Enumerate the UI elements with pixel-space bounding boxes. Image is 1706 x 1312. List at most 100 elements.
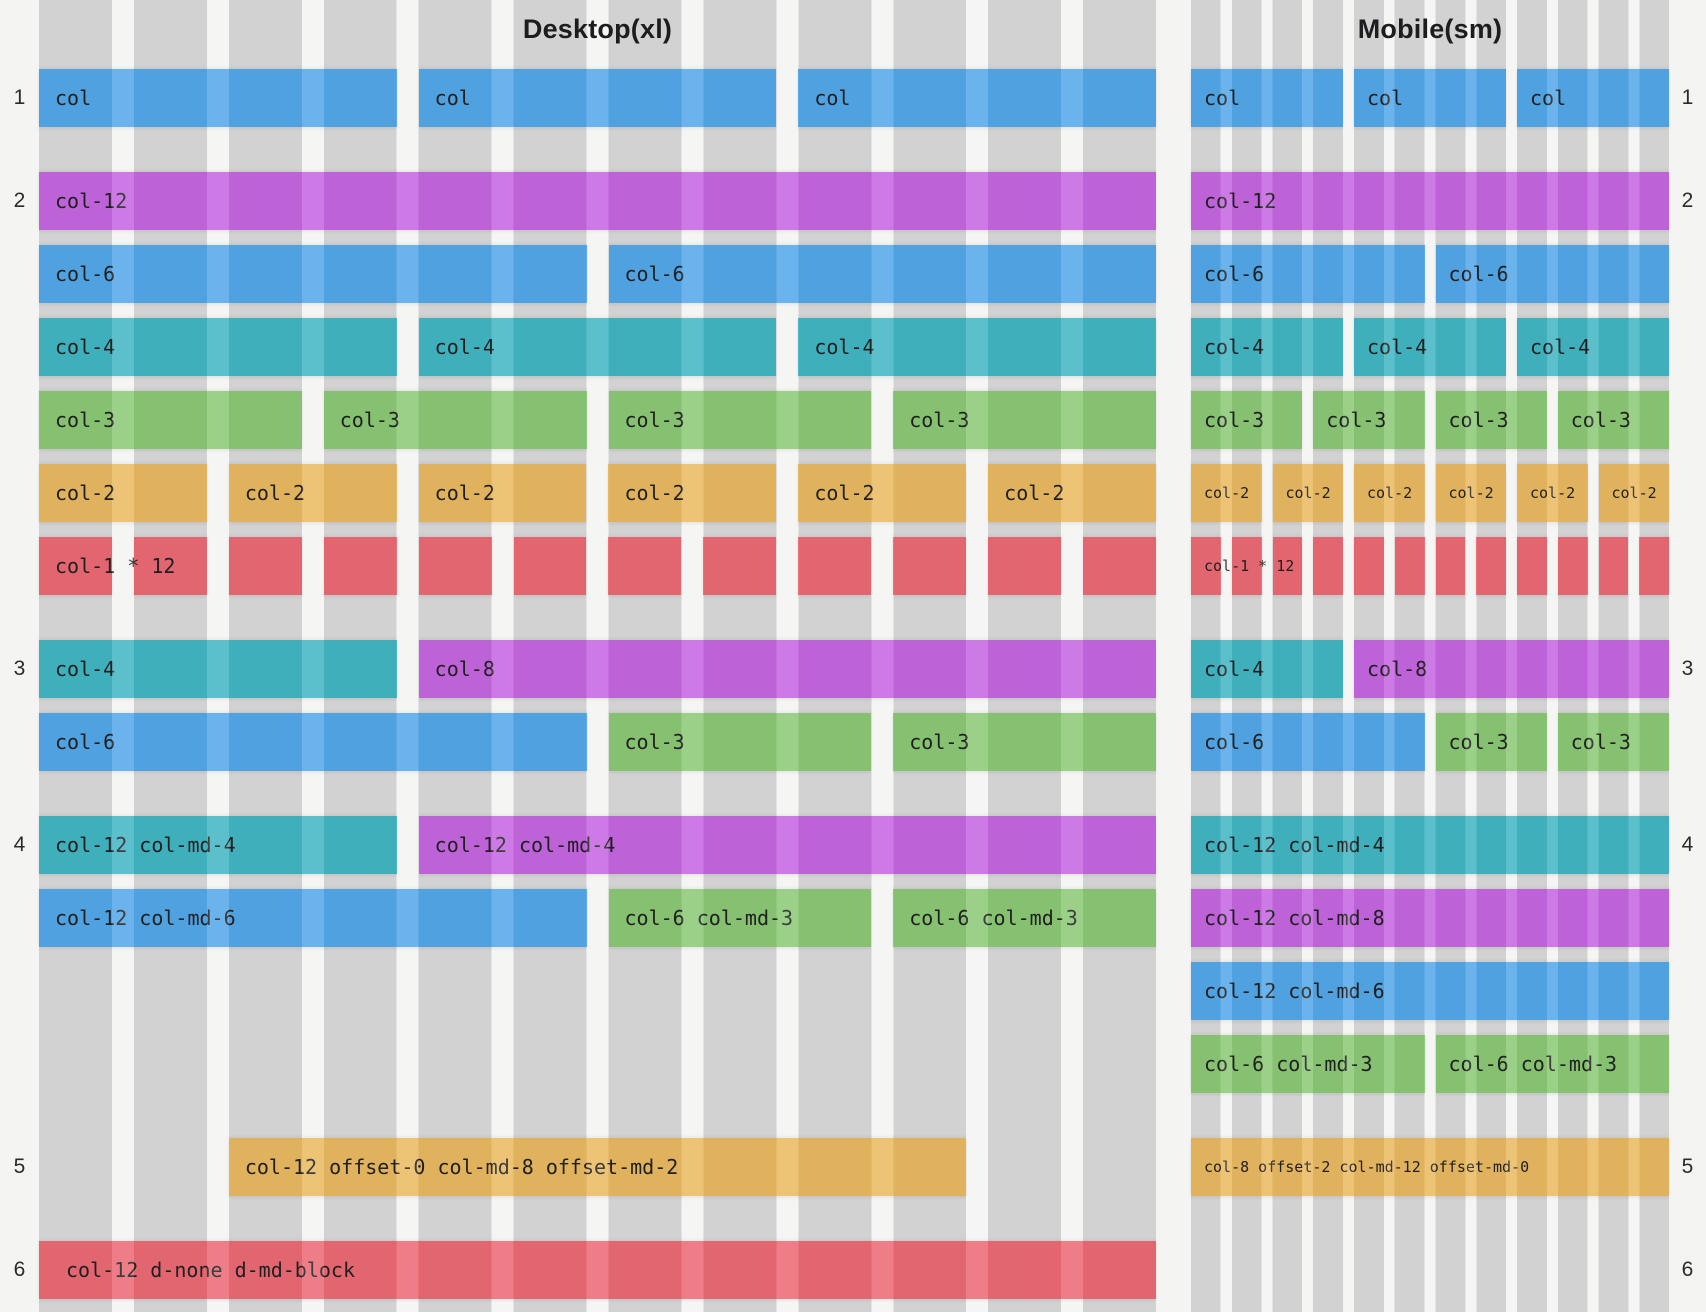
col-bar: col-12 col-md-8 <box>1191 889 1669 947</box>
col-bar-label: col-8 offset-2 col-md-12 offset-md-0 <box>1204 1157 1530 1176</box>
col-bar-label: col-12 <box>55 189 128 213</box>
row-numbers-right-rail: 1 2 3 4 5 6 <box>1669 0 1706 1312</box>
col-bar-label: col-12 <box>1204 189 1277 213</box>
col-bar-label: col-3 <box>909 730 970 754</box>
col-bar <box>1354 537 1384 595</box>
col-bar <box>1598 537 1629 595</box>
col-bar: col-4 <box>418 318 777 376</box>
col-bar: col-12 <box>1191 172 1669 230</box>
grid-row: col-3 col-3 col-3 col-3 <box>39 391 1156 449</box>
col-bar-label: col-12 col-md-4 <box>434 833 616 857</box>
grid-row: col-12 col-md-8 <box>1191 889 1669 947</box>
col-bar: col-2 <box>228 464 397 522</box>
col-bar <box>1272 537 1303 595</box>
col-bar-label: col <box>1204 86 1241 110</box>
col-bar: col-12 <box>39 172 1156 230</box>
col-bar <box>513 537 587 595</box>
col-bar: col <box>1191 69 1343 127</box>
col-bar <box>1557 537 1588 595</box>
grid-row: col-6 col-6 <box>39 245 1156 303</box>
col-bar-label: col-3 <box>1570 408 1631 432</box>
col-bar-label: col-1 * 12 <box>55 554 176 578</box>
grid-row: col-3 col-3 col-3 col-3 <box>1191 391 1669 449</box>
col-bar-label: col-4 <box>1367 335 1428 359</box>
col-bar-label: col-2 <box>1204 483 1250 502</box>
grid-row: col-12 col-md-6 <box>1191 962 1669 1020</box>
col-bar-label: col-2 <box>1367 483 1413 502</box>
col-bar-label: col-2 <box>1285 483 1331 502</box>
col-bar-label: col-6 col-md-3 <box>1448 1052 1618 1076</box>
col-bar <box>1313 537 1343 595</box>
grid-row: col-12 offset-0 col-md-8 offset-md-2 <box>39 1138 1156 1196</box>
col-bar: col-6 col-md-3 <box>893 889 1156 947</box>
col-bar: col-1 * 12 <box>39 537 175 595</box>
desktop-panel: Desktop(xl) col col col col-12 col-6 col-6 col… <box>39 0 1156 1312</box>
col-bar <box>1394 537 1425 595</box>
col-bar: col-12 col-md-6 <box>39 889 587 947</box>
grid-row: col-1 * 12 <box>1191 537 1669 595</box>
col-bar-label: col-3 <box>55 408 116 432</box>
col-bar <box>608 537 682 595</box>
col-bar-label: col-4 <box>1204 335 1265 359</box>
col-bar-label: col-2 <box>244 481 306 505</box>
col-bar-label: col-6 <box>1204 262 1265 286</box>
col-bar: col-12 d-none d-md-block <box>39 1241 1156 1299</box>
col-bar-label: col-6 col-md-3 <box>1204 1052 1373 1076</box>
col-bar <box>988 537 1062 595</box>
col-bar: col-2 <box>1191 464 1262 522</box>
col-bar-label: col-3 <box>1326 408 1387 432</box>
col-bar: col-12 col-md-4 <box>418 816 1156 874</box>
col-bar-label: col-4 <box>55 335 116 359</box>
grid-row: col-6 col-6 <box>1191 245 1669 303</box>
grid-row: col-1 * 12 <box>39 537 1156 595</box>
col-bar-label: col-2 <box>1448 483 1494 502</box>
grid-row: col-12 <box>39 172 1156 230</box>
col-bar: col-3 <box>1313 391 1425 449</box>
col-bar-label: col-12 col-md-6 <box>55 906 236 930</box>
col-bar: col-8 offset-2 col-md-12 offset-md-0 <box>1191 1138 1669 1196</box>
col-bar-label: col-6 <box>55 262 116 286</box>
col-bar-label: col-12 col-md-4 <box>1204 833 1385 857</box>
col-bar: col-12 col-md-6 <box>1191 962 1669 1020</box>
col-bar: col-3 <box>1191 391 1303 449</box>
col-bar-label: col-12 offset-0 col-md-8 offset-md-2 <box>244 1155 679 1179</box>
col-bar: col-3 <box>1557 713 1669 771</box>
desktop-grid-rows: col col col col-12 col-6 col-6 col-4 col-4 col-4… <box>39 0 1156 1312</box>
col-bar: col-3 <box>893 713 1156 771</box>
col-bar-label: col-12 d-none d-md-block <box>66 1258 355 1282</box>
col-bar-label: col <box>814 86 851 110</box>
col-bar-label: col-2 <box>624 481 685 505</box>
col-bar: col-2 <box>1517 464 1588 522</box>
col-bar: col-2 <box>1272 464 1343 522</box>
grid-row: col-12 d-none d-md-block <box>39 1241 1156 1299</box>
col-bar-label: col-6 col-md-3 <box>624 906 794 930</box>
col-bar: col-2 <box>988 464 1156 522</box>
col-bar-label: col-2 <box>1611 483 1657 502</box>
col-bar <box>228 537 302 595</box>
col-bar-label: col-6 <box>1448 262 1509 286</box>
col-bar <box>1231 537 1262 595</box>
col-bar-label: col-1 * 12 <box>1204 556 1295 575</box>
col-bar-label: col-12 col-md-4 <box>55 833 236 857</box>
col-bar-label: col-12 col-md-6 <box>1204 979 1385 1003</box>
row-number: 2 <box>1681 189 1694 212</box>
col-bar: col <box>39 69 397 127</box>
col-bar <box>1639 537 1669 595</box>
col-bar: col-4 <box>1354 318 1506 376</box>
col-bar: col-4 <box>1517 318 1669 376</box>
grid-row: col-12 col-md-4 col-12 col-md-4 <box>39 816 1156 874</box>
col-bar: col <box>798 69 1156 127</box>
grid-row: col-4 col-8 <box>39 640 1156 698</box>
col-bar <box>133 537 207 595</box>
grid-row: col-12 col-md-4 <box>1191 816 1669 874</box>
col-bar-label: col <box>1367 86 1404 110</box>
col-bar-label: col-6 <box>1204 730 1265 754</box>
col-bar: col-3 <box>893 391 1156 449</box>
col-bar: col-6 <box>1191 245 1425 303</box>
grid-row: col-2 col-2 col-2 col-2 col-2 col-2 <box>1191 464 1669 522</box>
col-bar-label: col <box>434 86 471 110</box>
col-bar <box>323 537 397 595</box>
col-bar-label: col-6 col-md-3 <box>909 906 1078 930</box>
col-bar <box>1517 537 1547 595</box>
